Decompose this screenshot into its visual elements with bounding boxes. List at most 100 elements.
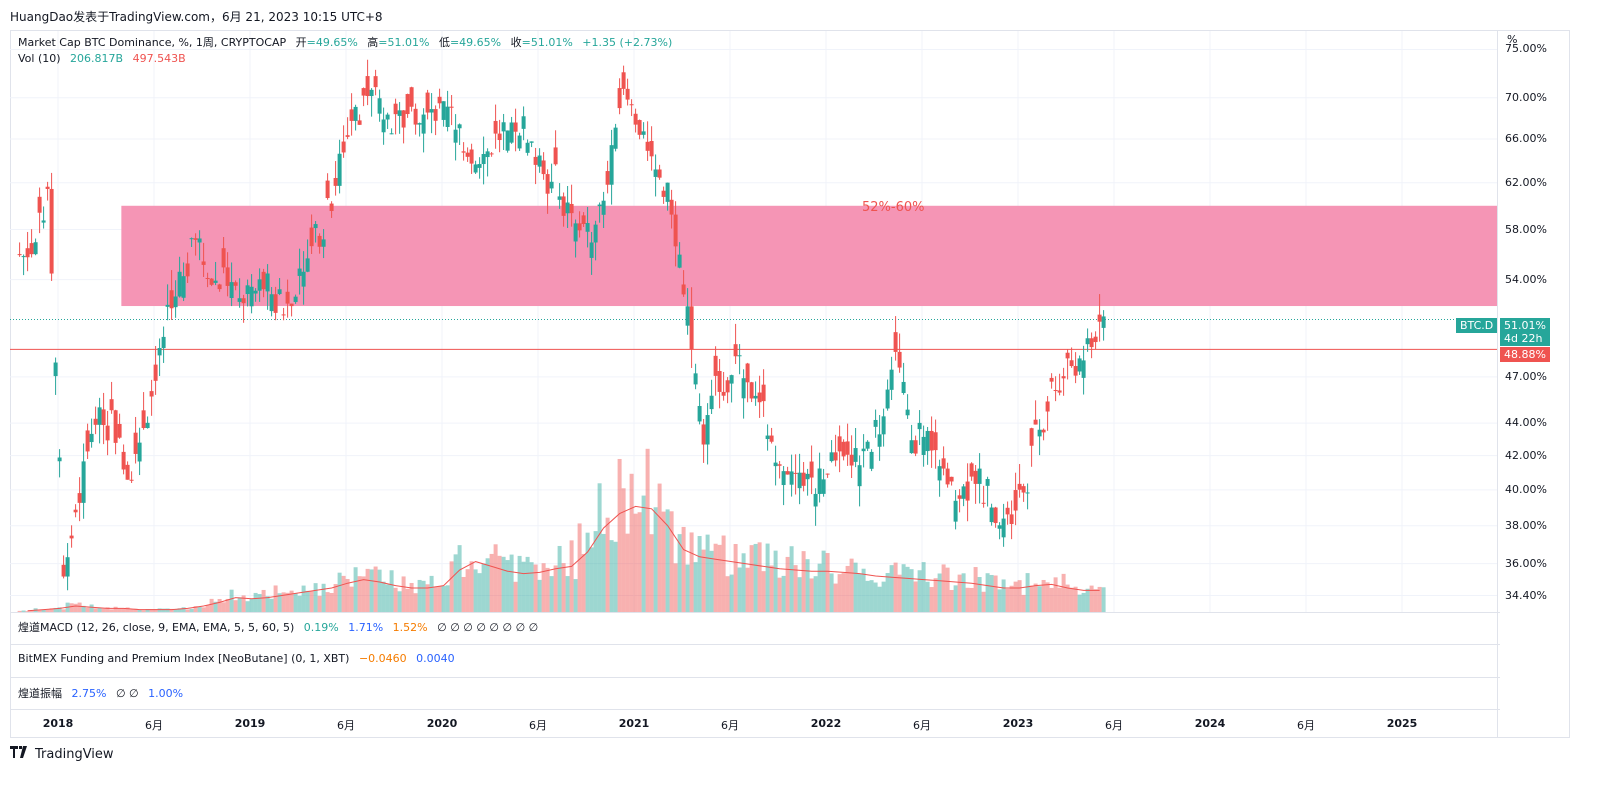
candle-body xyxy=(357,120,362,125)
candle-body xyxy=(525,142,530,153)
volume-bar xyxy=(1049,587,1054,612)
volume-bar xyxy=(489,553,494,612)
candle-body xyxy=(813,493,818,507)
candle-body xyxy=(601,200,606,215)
candle-body xyxy=(873,419,878,427)
volume-label[interactable]: Vol (10) xyxy=(18,52,61,65)
candle-body xyxy=(57,457,62,462)
candle-body xyxy=(517,135,522,149)
volume-bar xyxy=(633,513,638,612)
candle-body xyxy=(1037,429,1042,437)
candle-body xyxy=(293,296,298,303)
macd-legend[interactable]: 煌道MACD (12, 26, close, 9, EMA, EMA, 5, 5… xyxy=(18,619,538,635)
candle-body xyxy=(209,278,214,285)
candle-body xyxy=(1085,338,1090,345)
chart-frame xyxy=(10,30,1570,738)
volume-bar xyxy=(417,579,422,612)
candle-body xyxy=(593,224,598,243)
candle-body xyxy=(425,92,430,113)
candle-body xyxy=(673,214,678,247)
candle-body xyxy=(1021,486,1026,493)
volume-bar xyxy=(629,473,634,612)
candle-body xyxy=(93,418,98,425)
x-tick-label: 2020 xyxy=(426,717,458,730)
candle-body xyxy=(993,507,998,524)
candle-body xyxy=(965,481,970,501)
candle-body xyxy=(429,109,434,113)
symbol-title[interactable]: Market Cap BTC Dominance, %, 1周, CRYPTOC… xyxy=(18,36,287,49)
volume-bar xyxy=(1021,594,1026,612)
candle-body xyxy=(85,430,90,452)
candle-body xyxy=(45,186,50,189)
candle-body xyxy=(585,223,590,232)
volume-bar xyxy=(461,576,466,612)
volume-bar xyxy=(601,533,606,612)
macd-label: 煌道MACD (12, 26, close, 9, EMA, EMA, 5, 5… xyxy=(18,621,295,634)
candle-body xyxy=(17,254,22,256)
volume-bar xyxy=(105,607,110,612)
volume-bar xyxy=(465,569,470,612)
publish-header: HuangDao发表于TradingView.com，6月 21, 2023 1… xyxy=(10,10,383,24)
candle-body xyxy=(941,458,946,469)
candle-body xyxy=(637,120,642,135)
candle-body xyxy=(161,336,166,349)
price-axis-separator xyxy=(1497,30,1498,738)
level-badge: 48.88% xyxy=(1500,347,1550,362)
candle-body xyxy=(1061,376,1066,379)
volume-bar xyxy=(217,598,222,612)
volume-bar xyxy=(293,593,298,612)
volume-bar xyxy=(433,586,438,612)
volume-bar xyxy=(397,591,402,612)
candle-body xyxy=(1093,336,1098,343)
volume-bar xyxy=(141,610,146,612)
volume-bar xyxy=(637,512,642,612)
volume-bar xyxy=(841,573,846,612)
candle-body xyxy=(825,473,830,475)
amplitude-legend[interactable]: 煌道振幅 2.75% ∅ ∅ 1.00% xyxy=(18,685,183,701)
volume-bar xyxy=(773,550,778,612)
volume-bar xyxy=(1065,584,1070,612)
x-tick-label: 6月 xyxy=(337,719,355,732)
volume-bar xyxy=(537,579,542,612)
pane-separator xyxy=(10,644,1500,645)
price-pane[interactable] xyxy=(10,31,1498,612)
candle-body xyxy=(937,466,942,481)
volume-bar xyxy=(181,607,186,612)
volume-bar xyxy=(425,584,430,612)
candle-body xyxy=(933,432,938,451)
volume-bar xyxy=(989,574,994,612)
volume-bar xyxy=(1001,579,1006,612)
volume-bar xyxy=(865,580,870,612)
volume-bar xyxy=(1005,588,1010,612)
candle-body xyxy=(325,180,330,199)
volume-bar xyxy=(117,608,122,612)
volume-bar xyxy=(37,609,42,612)
candle-body xyxy=(181,276,186,298)
candle-body xyxy=(801,472,806,486)
volume-bar xyxy=(301,585,306,612)
volume-bar xyxy=(345,578,350,612)
y-tick-label: 54.00% xyxy=(1505,272,1547,286)
volume-bar xyxy=(541,563,546,612)
brand-name: TradingView xyxy=(35,746,114,762)
candle-body xyxy=(897,351,902,368)
candle-body xyxy=(389,133,394,135)
bitmex-legend[interactable]: BitMEX Funding and Premium Index [NeoBut… xyxy=(18,652,455,665)
candle-body xyxy=(705,415,710,445)
volume-bar xyxy=(505,560,510,612)
candle-body xyxy=(469,149,474,164)
candle-body xyxy=(421,114,426,134)
candle-body xyxy=(821,479,826,494)
candle-body xyxy=(501,122,506,132)
candle-body xyxy=(225,267,230,286)
candle-body xyxy=(473,164,478,173)
candle-body xyxy=(241,298,246,304)
candle-body xyxy=(69,535,74,539)
price-badge-countdown: 4d 22h xyxy=(1504,332,1543,345)
candle-body xyxy=(889,369,894,390)
y-tick-label: 62.00% xyxy=(1505,175,1547,189)
volume-bar xyxy=(101,608,106,612)
volume-bar xyxy=(909,569,914,612)
volume-bar xyxy=(953,585,958,612)
tradingview-footer[interactable]: TradingView xyxy=(10,746,114,762)
